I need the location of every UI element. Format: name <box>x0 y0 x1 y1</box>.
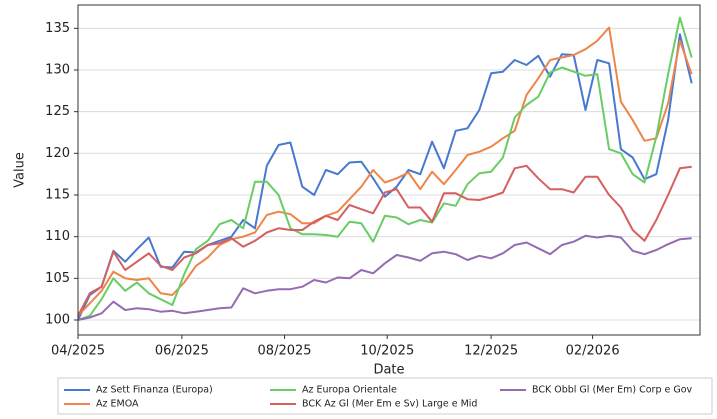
x-tick-label: 04/2025 <box>51 344 105 359</box>
y-tick-label: 105 <box>45 271 70 286</box>
x-tick-label: 02/2026 <box>566 344 620 359</box>
legend: Az Sett Finanza (Europa) Az EMOA Az Europa… <box>57 377 713 415</box>
x-axis-label: Date <box>373 363 404 378</box>
y-tick-label: 100 <box>45 313 70 328</box>
x-tick-label: 08/2025 <box>258 344 312 359</box>
y-tick-label: 120 <box>45 146 70 161</box>
legend-label: Az EMOA <box>96 399 139 410</box>
y-axis-label: Value <box>13 152 28 188</box>
legend-label: BCK Obbl Gl (Mer Em) Corp e Gov <box>532 385 693 396</box>
legend-label: Az Sett Finanza (Europa) <box>96 385 213 396</box>
y-tick-label: 130 <box>45 63 70 78</box>
legend-label: Az Europa Orientale <box>302 385 397 396</box>
y-tick-label: 110 <box>45 229 70 244</box>
y-tick-label: 125 <box>45 104 70 119</box>
plot-frame <box>77 4 701 336</box>
series-line <box>77 33 693 321</box>
y-tick-label: 135 <box>45 21 70 36</box>
series-line <box>77 234 692 321</box>
x-tick-label: 10/2025 <box>360 344 414 359</box>
legend-box <box>57 377 713 415</box>
series-line <box>77 16 693 321</box>
x-tick-label: 12/2025 <box>464 344 518 359</box>
y-tick-label: 115 <box>45 188 70 203</box>
plot-area <box>78 5 700 335</box>
series-line <box>77 164 692 317</box>
legend-label: BCK Az Gl (Mer Em e Sv) Large e Mid <box>302 399 477 410</box>
x-tick-label: 06/2025 <box>155 344 209 359</box>
